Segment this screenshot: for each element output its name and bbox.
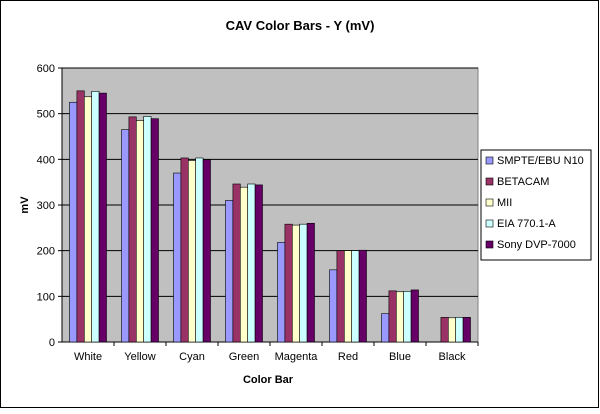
bar: [336, 250, 345, 343]
bar: [455, 317, 464, 343]
legend-swatch: [485, 177, 494, 186]
bar: [150, 118, 159, 343]
chart-title: CAV Color Bars - Y (mV): [226, 18, 375, 33]
bar: [299, 223, 308, 343]
plot-area: 0 100 200 300 400 500 600 White Yellow Cyan Green M…: [37, 63, 479, 363]
legend: SMPTE/EBU N10 BETACAM MII EIA 770.1-A Sony D…: [480, 149, 592, 261]
bar: [128, 116, 137, 343]
y-tick-label: 400: [37, 154, 55, 166]
bar: [121, 129, 130, 343]
x-tick-label: Red: [338, 351, 358, 363]
bar: [395, 291, 404, 343]
bar: [232, 183, 241, 343]
bar: [343, 250, 352, 343]
x-tick-label: Blue: [389, 351, 411, 363]
bar: [351, 250, 360, 343]
bar: [247, 183, 256, 343]
bar: [225, 200, 234, 343]
bar: [410, 289, 419, 343]
x-tick-label: White: [74, 351, 102, 363]
x-tick-label: Green: [229, 351, 260, 363]
bar: [284, 223, 293, 343]
y-axis-label: mV: [19, 196, 31, 214]
legend-swatch: [485, 219, 494, 228]
bar: [388, 290, 397, 343]
bar: [254, 184, 263, 343]
x-tick-label: Magenta: [275, 351, 319, 363]
x-tick-label: Black: [439, 351, 466, 363]
y-tick-label: 0: [49, 337, 55, 349]
x-tick-label: Yellow: [124, 351, 155, 363]
legend-box: [480, 149, 592, 261]
bar: [69, 101, 78, 343]
bar: [173, 172, 182, 343]
bar: [329, 269, 338, 343]
bar: [381, 313, 390, 343]
bar: [277, 242, 286, 343]
legend-label: SMPTE/EBU N10: [497, 155, 584, 167]
bar: [447, 317, 456, 343]
legend-label: MII: [497, 197, 512, 209]
legend-swatch: [485, 156, 494, 165]
x-tick-label: Cyan: [179, 351, 205, 363]
bar: [403, 291, 412, 343]
legend-label: BETACAM: [497, 176, 549, 188]
bar: [143, 116, 152, 343]
bar: [136, 120, 145, 343]
y-tick-label: 200: [37, 246, 55, 258]
y-tick-label: 600: [37, 63, 55, 75]
legend-swatch: [485, 240, 494, 249]
bar: [180, 157, 189, 343]
legend-swatch: [485, 198, 494, 207]
bar: [358, 249, 367, 343]
bar: [462, 317, 471, 343]
bar: [76, 90, 85, 343]
y-tick-label: 500: [37, 109, 55, 121]
x-axis-label: Color Bar: [243, 374, 294, 386]
bar: [202, 159, 211, 343]
y-tick-label: 100: [37, 291, 55, 303]
bar: [291, 224, 300, 343]
bar: [98, 92, 107, 343]
bar: [188, 160, 197, 343]
bar: [91, 90, 100, 343]
bar: [84, 96, 93, 343]
legend-label: Sony DVP-7000: [497, 239, 576, 251]
bar: [240, 186, 249, 343]
legend-label: EIA 770.1-A: [497, 218, 556, 230]
bar: [195, 157, 204, 343]
bar: [306, 222, 315, 343]
y-tick-label: 300: [37, 200, 55, 212]
bar: [440, 317, 449, 343]
